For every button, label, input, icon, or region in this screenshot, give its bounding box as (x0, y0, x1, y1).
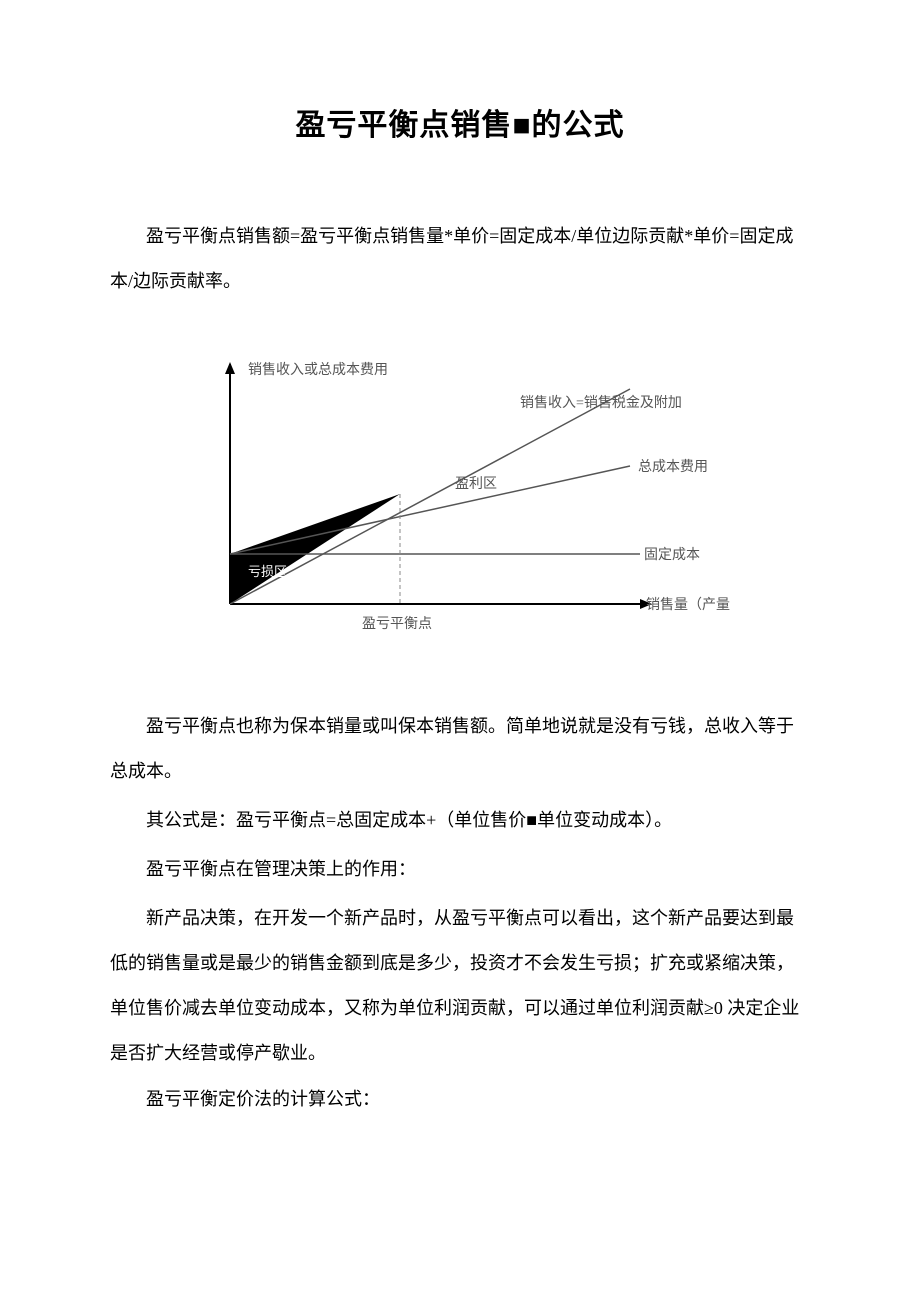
x-axis-label: 销售量（产量） (646, 597, 730, 613)
revenue-line (230, 389, 630, 604)
total-cost-line (230, 466, 630, 554)
fixed-cost-label: 固定成本 (644, 547, 700, 563)
breakeven-point-label: 盈亏平衡点 (362, 616, 432, 632)
revenue-line-label: 销售收入=销售税金及附加 (520, 395, 682, 411)
paragraph-role-body: 新产品决策，在开发一个新产品时，从盈亏平衡点可以看出，这个新产品要达到最低的销售… (110, 896, 810, 1076)
paragraph-pricing-formula: 盈亏平衡定价法的计算公式： (110, 1080, 810, 1120)
page-title: 盈亏平衡点销售■的公式 (110, 100, 810, 144)
y-axis-arrow-icon (225, 362, 235, 374)
paragraph-formula2: 其公式是：盈亏平衡点=总固定成本+（单位售价■单位变动成本）。 (110, 798, 810, 843)
y-axis-label: 销售收入或总成本费用 (248, 362, 388, 378)
chart-svg: 销售收入或总成本费用销售收入=销售税金及附加盈利区 总成本费用亏损区 固定成本销售量… (170, 344, 730, 644)
profit-zone-label: 盈利区 (455, 476, 497, 492)
paragraph-definition: 盈亏平衡点也称为保本销量或叫保本销售额。简单地说就是没有亏钱，总收入等于总成本。 (110, 704, 810, 794)
breakeven-chart: 销售收入或总成本费用销售收入=销售税金及附加盈利区 总成本费用亏损区 固定成本销售量… (170, 344, 810, 644)
loss-zone-label: 亏损区 (248, 564, 287, 579)
paragraph-formula1: 盈亏平衡点销售额=盈亏平衡点销售量*单价=固定成本/单位边际贡献*单价=固定成本… (110, 214, 810, 304)
paragraph-role-heading: 盈亏平衡点在管理决策上的作用： (110, 847, 810, 892)
total-cost-label: 总成本费用 (638, 459, 708, 475)
